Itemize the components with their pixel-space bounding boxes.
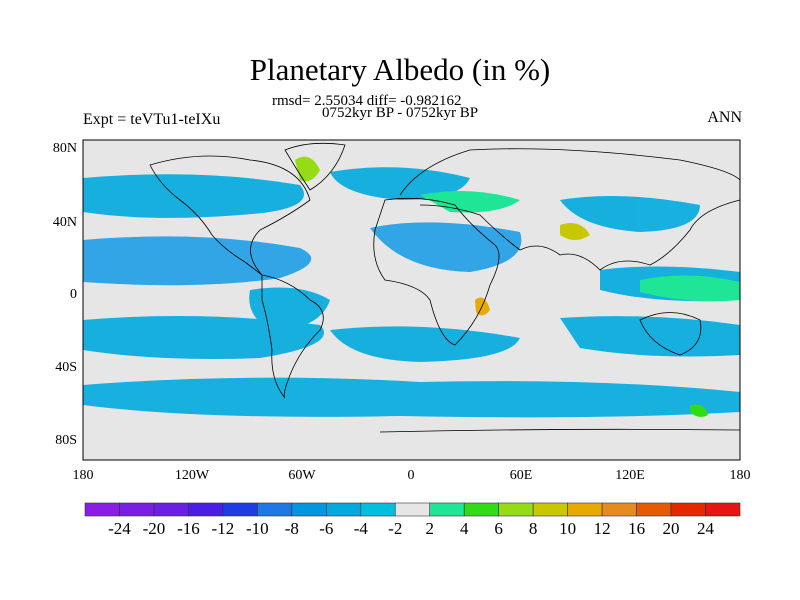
period-text: 0752kyr BP - 0752kyr BP — [322, 105, 479, 121]
plot-title: Planetary Albedo (in %) — [249, 52, 551, 87]
colorbar — [84, 502, 741, 517]
colorbar-label: 6 — [494, 519, 503, 538]
colorbar-label: -2 — [388, 519, 403, 538]
colorbar-label: -24 — [108, 519, 131, 538]
colorbar-swatch — [291, 502, 327, 517]
colorbar-swatch — [463, 502, 499, 517]
colorbar-label: 16 — [628, 519, 646, 538]
colorbar-label: 2 — [425, 519, 434, 538]
lat-label: 80S — [55, 433, 77, 448]
colorbar-swatch — [429, 502, 465, 517]
colorbar-label: -6 — [319, 519, 334, 538]
colorbar-label: -10 — [246, 519, 269, 538]
colorbar-swatch — [222, 502, 258, 517]
colorbar-label: 24 — [697, 519, 715, 538]
colorbar-label: 10 — [559, 519, 577, 538]
colorbar-label: 20 — [662, 519, 680, 538]
colorbar-label: 8 — [528, 519, 538, 538]
lat-label: 80N — [52, 141, 77, 156]
lon-label: 120E — [615, 468, 645, 483]
colorbar-label: -16 — [177, 519, 200, 538]
colorbar-swatch — [601, 502, 637, 517]
colorbar-label: -8 — [284, 519, 299, 538]
colorbar-swatch — [498, 502, 534, 517]
colorbar-swatch — [705, 502, 741, 517]
colorbar-label: 12 — [593, 519, 611, 538]
stats-text: rmsd= 2.55034 diff= -0.982162 — [272, 93, 462, 109]
lat-label: 40S — [55, 360, 77, 375]
lon-label: 180 — [729, 468, 751, 483]
colorbar-swatch — [188, 502, 224, 517]
lon-label: 0 — [407, 468, 415, 483]
colorbar-swatch — [84, 502, 120, 517]
colorbar-swatch — [636, 502, 672, 517]
colorbar-label: -4 — [353, 519, 368, 538]
lon-label: 60E — [509, 468, 533, 483]
colorbar-swatch — [670, 502, 706, 517]
lon-label: 60W — [288, 468, 316, 483]
experiment-label: Expt = teVTu1-teIXu — [83, 111, 221, 128]
colorbar-swatch — [153, 502, 189, 517]
colorbar-swatch — [567, 502, 603, 517]
lon-label: 120W — [174, 468, 210, 483]
colorbar-swatch — [119, 502, 155, 517]
lon-label: 180 — [72, 468, 94, 483]
colorbar-swatch — [532, 502, 568, 517]
lat-label: 40N — [52, 215, 77, 230]
colorbar-swatch — [257, 502, 293, 517]
colorbar-label: -12 — [211, 519, 235, 538]
season-label: ANN — [707, 109, 742, 126]
colorbar-swatch — [394, 502, 431, 517]
map-frame — [82, 139, 741, 461]
coastlines — [149, 142, 741, 433]
colorbar-swatch — [326, 502, 362, 517]
lat-label: 0 — [70, 287, 77, 302]
colorbar-label: 4 — [459, 519, 469, 538]
colorbar-swatch — [360, 502, 396, 517]
colorbar-label: -20 — [142, 519, 166, 538]
